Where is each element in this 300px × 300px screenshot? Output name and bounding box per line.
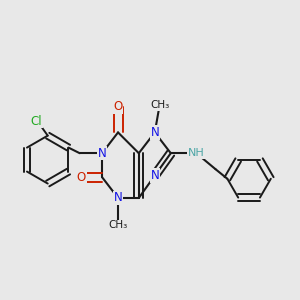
- Text: N: N: [150, 126, 159, 139]
- Text: O: O: [113, 100, 123, 113]
- Text: N: N: [150, 169, 159, 182]
- Text: N: N: [114, 191, 122, 204]
- Text: N: N: [98, 147, 106, 160]
- Text: Cl: Cl: [31, 115, 42, 128]
- Text: O: O: [77, 171, 86, 184]
- Text: CH₃: CH₃: [150, 100, 169, 110]
- Text: CH₃: CH₃: [108, 220, 128, 230]
- Text: NH: NH: [188, 148, 205, 158]
